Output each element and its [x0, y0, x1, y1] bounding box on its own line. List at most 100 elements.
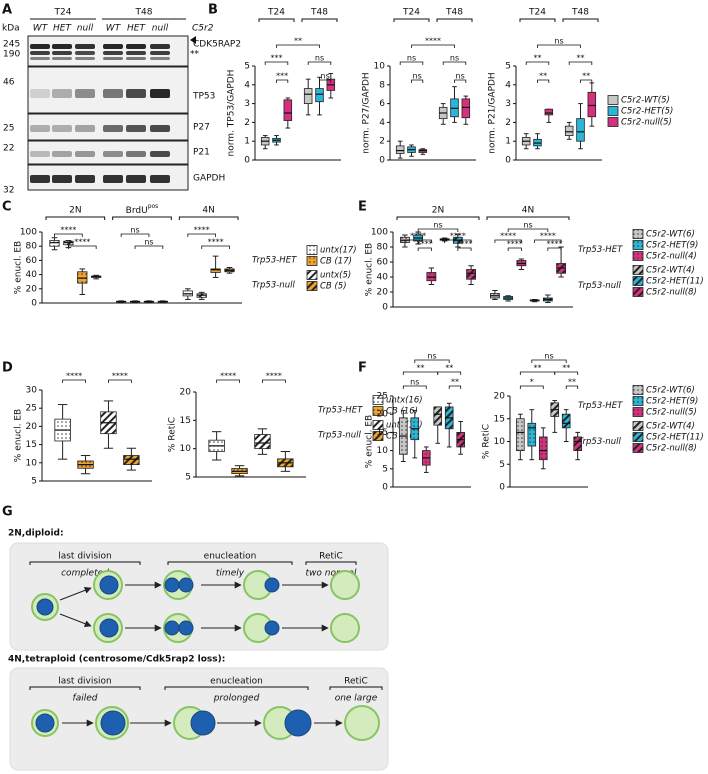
blot-band — [126, 51, 146, 55]
significance-label: **** — [74, 238, 90, 247]
significance-bracket — [454, 79, 467, 83]
blot-band — [30, 175, 50, 183]
legend-label: untx(16) — [386, 396, 423, 406]
y-tick-label: 15 — [377, 428, 388, 438]
significance-label: ns — [144, 238, 153, 247]
stage-state: failed — [73, 694, 98, 704]
significance-label: **** — [456, 240, 472, 249]
box — [461, 98, 471, 119]
legend-swatch — [632, 385, 644, 395]
legend-label: C5r2-null(8) — [646, 288, 697, 298]
legend-swatch — [306, 245, 318, 255]
group-bracket — [436, 18, 473, 22]
y-tick-label: 5 — [505, 62, 511, 72]
nucleus — [164, 577, 180, 593]
legend-swatch — [632, 432, 644, 442]
blot-row-label: TP53 — [192, 92, 215, 102]
y-tick-label: 0 — [382, 303, 388, 313]
box — [587, 91, 597, 118]
legend-label: C5r2-HET(11) — [646, 433, 704, 443]
unit-label: kDa — [2, 24, 20, 34]
blot-band — [75, 151, 95, 157]
significance-label: ns — [413, 72, 422, 81]
significance-bracket — [414, 359, 450, 363]
legend-swatch — [632, 229, 644, 239]
significance-bracket — [307, 61, 332, 65]
significance-bracket — [319, 79, 332, 83]
group-bracket — [393, 18, 430, 22]
blot-band — [103, 44, 123, 49]
y-tick-label: 0 — [499, 483, 505, 493]
blot-band — [30, 151, 50, 157]
significance-label: ** — [417, 364, 425, 373]
y-tick-label: 40 — [26, 270, 38, 280]
significance-label: *** — [276, 72, 288, 81]
blot-band — [75, 175, 95, 183]
legend-label: untx(17) — [320, 246, 357, 256]
group-bracket — [258, 18, 295, 22]
y-tick-label: 10 — [180, 444, 192, 454]
legend-label: untx(5) — [320, 271, 351, 281]
y-tick-label: 5 — [185, 473, 191, 483]
box — [77, 271, 88, 284]
legend-group: Trp53-HET — [318, 406, 363, 416]
band-mark: ** — [190, 50, 200, 60]
stage-label: RetiC — [344, 677, 368, 687]
legend-label: C5r2-null(8) — [646, 444, 697, 454]
significance-bracket — [444, 239, 472, 243]
y-tick-label: 60 — [377, 258, 389, 268]
significance-label: **** — [546, 240, 562, 249]
significance-bracket — [411, 79, 424, 83]
significance-bracket — [399, 61, 424, 65]
cell — [344, 705, 380, 741]
group-bracket — [301, 18, 338, 22]
significance-label: ns — [321, 72, 330, 81]
box — [49, 240, 60, 247]
panel-label: G — [2, 505, 13, 520]
blot-band — [52, 175, 72, 183]
blot-band — [52, 151, 72, 157]
stage-bracket — [305, 561, 357, 565]
blot-band — [103, 125, 123, 132]
significance-bracket — [565, 385, 579, 389]
significance-bracket — [276, 79, 289, 83]
legend-label: C5r2-null(4) — [646, 252, 697, 262]
legend-group: Trp53-null — [252, 281, 295, 291]
group-label-sup: pos — [148, 203, 159, 210]
y-tick-label: 10 — [374, 62, 386, 72]
marker-label: 245 — [3, 40, 20, 50]
y-tick-label: 4 — [505, 80, 511, 90]
group-label: T24 — [267, 8, 285, 18]
marker-label: 32 — [3, 186, 14, 196]
stage-state: completed — [61, 569, 109, 579]
significance-label: **** — [112, 372, 128, 381]
y-axis-label: norm. P21/GAPDH — [488, 72, 498, 153]
legend-label: C5r2-null(5) — [646, 408, 697, 418]
significance-label: ns — [433, 221, 442, 230]
legend-swatch — [632, 251, 644, 261]
significance-label: **** — [208, 238, 224, 247]
significance-label: **** — [410, 232, 426, 241]
significance-label: ** — [534, 54, 542, 63]
legend-swatch — [632, 240, 644, 250]
y-axis-label: % enucl. EB — [365, 415, 375, 468]
legend-label: C5r2-WT(4) — [646, 266, 695, 276]
stage-state: two normal — [306, 569, 357, 579]
y-tick-label: 5 — [244, 62, 250, 72]
group-bracket — [112, 216, 172, 220]
y-tick-label: 15 — [180, 416, 191, 426]
nucleus — [100, 710, 126, 736]
nucleus — [99, 618, 119, 638]
box — [538, 436, 548, 461]
panel-label: B — [208, 3, 218, 18]
significance-label: ** — [534, 364, 542, 373]
legend-group: Trp53-HET — [252, 256, 297, 266]
y-tick-label: 2 — [505, 118, 511, 128]
significance-bracket — [448, 385, 462, 389]
significance-label: ** — [562, 364, 570, 373]
legend-swatch — [372, 395, 384, 405]
significance-label: ns — [544, 352, 553, 361]
box — [573, 436, 582, 452]
y-tick-label: 10 — [377, 446, 389, 456]
lane-label: WT — [106, 24, 122, 34]
